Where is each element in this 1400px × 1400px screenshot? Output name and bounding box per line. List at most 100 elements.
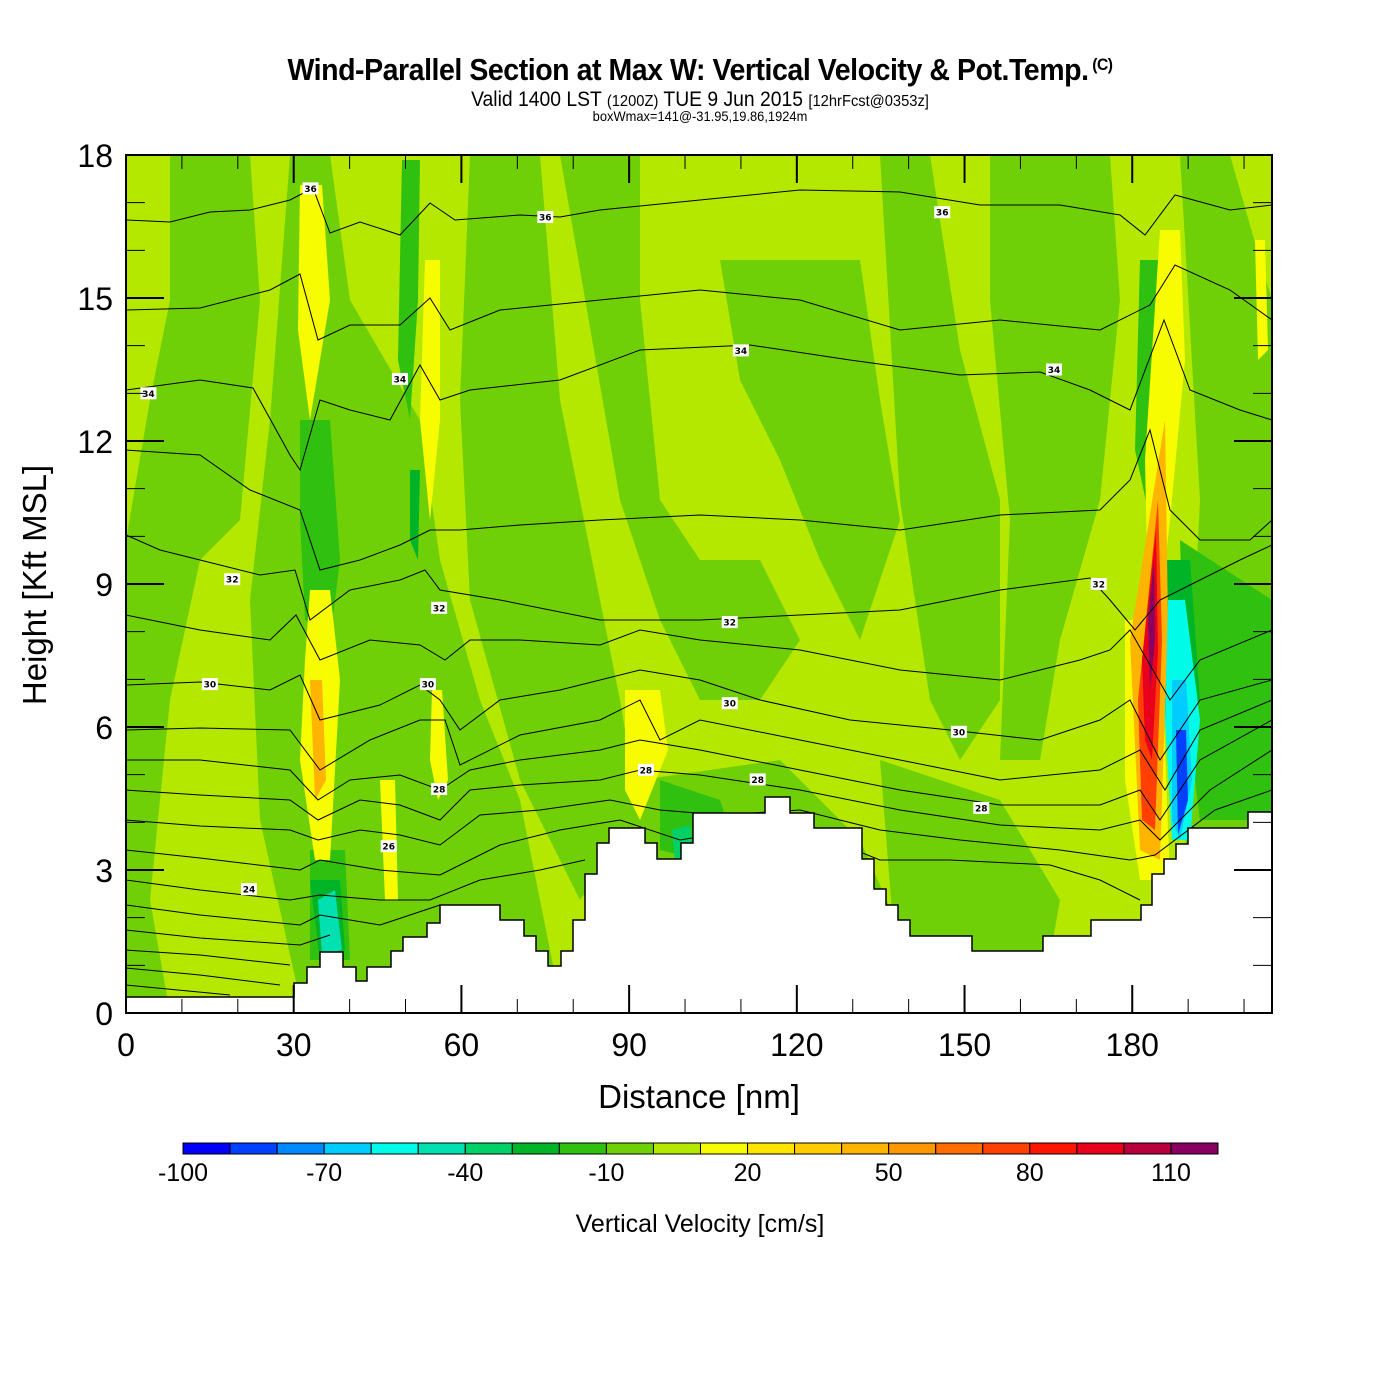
strong-updraft-region: [310, 680, 326, 800]
contour-label-text: 28: [640, 766, 653, 776]
colorbar-swatch: [1123, 1142, 1172, 1155]
isentrope-line: [126, 967, 281, 986]
contour-label-text: 34: [394, 376, 407, 386]
colorbar-tick-label: -10: [588, 1159, 624, 1187]
valid-time: Valid 1400 LST: [471, 88, 602, 111]
updraft-region: [1255, 240, 1268, 360]
isentrope-line: [126, 949, 291, 966]
contour-label: 28: [637, 763, 654, 776]
x-tick-label: 30: [276, 1027, 312, 1063]
contour-label-text: 28: [433, 786, 446, 796]
contour-label-box: [721, 616, 738, 629]
contour-label: 32: [224, 573, 241, 586]
colorbar-swatch: [1029, 1142, 1078, 1155]
y-axis-title: Height [Kft MSL]: [16, 465, 53, 705]
contour-label: 30: [721, 697, 738, 710]
contour-label: 30: [419, 678, 436, 691]
contour-label-box: [637, 763, 654, 776]
colorbar-tick-label: -100: [158, 1159, 208, 1187]
contour-label: 34: [1046, 363, 1062, 376]
moderate-downdraft-region: [1180, 540, 1272, 820]
contour-label-text: 32: [1092, 581, 1105, 591]
moderate-downdraft-region: [398, 160, 420, 420]
y-tick-labels: 0 3 6 9 12 15 18: [77, 138, 113, 1032]
updraft-region: [420, 260, 440, 520]
contour-label: 34: [140, 387, 157, 400]
colorbar-swatch: [700, 1142, 749, 1155]
x-tick-labels: 0 30 60 90 120 150 180: [117, 1027, 1159, 1063]
weak-downdraft-region: [720, 260, 900, 640]
colorbar-swatch: [841, 1142, 890, 1155]
contour-label-text: 32: [433, 604, 446, 614]
contour-label-text: 34: [142, 390, 155, 400]
valid-date: TUE 9 Jun 2015: [663, 88, 804, 111]
contour-label: 34: [732, 344, 749, 357]
weak-downdraft-region: [126, 155, 260, 1013]
contour-label-box: [1090, 578, 1107, 590]
y-tick-label: 15: [77, 281, 113, 317]
isentrope-line: [126, 614, 1272, 701]
colorbar-swatch: [276, 1142, 325, 1155]
colorbar-swatch: [888, 1142, 937, 1155]
downdraft-region: [410, 470, 420, 560]
colorbar-tick-label: 50: [875, 1159, 903, 1187]
contour-label: 28: [431, 783, 448, 796]
isentrope-line: [126, 318, 1272, 472]
contour-labels: 36 36 36 34 34 34 34 32 32 32 32 30 30 30 30 28 28 28 28 26…: [140, 182, 1107, 896]
contour-label-box: [241, 883, 257, 896]
colorbar-tick-label: 80: [1016, 1159, 1044, 1187]
contour-label-text: 30: [723, 700, 736, 710]
isentrope-line: [126, 749, 1272, 841]
contour-label-box: [431, 601, 448, 614]
colorbar-tick-label: -70: [306, 1159, 342, 1187]
y-tick-label: 9: [95, 567, 113, 603]
copyright-mark: (C): [1092, 55, 1113, 74]
colorbar-tick-label: 110: [1151, 1159, 1191, 1187]
contour-label-box: [950, 725, 967, 738]
colorbar-swatch: [794, 1142, 843, 1155]
colorbar-swatch: [229, 1142, 278, 1155]
y-tick-label: 12: [77, 424, 113, 460]
contour-label-text: 36: [539, 214, 552, 224]
contour-label-box: [140, 387, 157, 400]
contour-label: 32: [1090, 578, 1107, 591]
isentrope-line: [126, 929, 331, 946]
colorbar-swatch: [605, 1142, 654, 1155]
y-tick-label: 6: [95, 710, 113, 746]
contour-label-text: 34: [735, 347, 748, 357]
x-tick-label: 150: [938, 1027, 991, 1063]
colorbar-swatch: [982, 1142, 1031, 1155]
x-tick-label: 60: [444, 1027, 480, 1063]
colorbar-tick-label: -40: [447, 1159, 483, 1187]
contour-label-box: [1046, 363, 1062, 376]
x-tick-label: 0: [117, 1027, 135, 1063]
contour-label-box: [934, 206, 951, 219]
contour-label-box: [201, 678, 218, 691]
colorbar-swatch: [511, 1142, 560, 1155]
colorbar-swatch: [1170, 1142, 1219, 1155]
updraft-region: [298, 185, 330, 420]
x-tick-label: 120: [770, 1027, 823, 1063]
colorbar-swatch: [935, 1142, 984, 1155]
weak-downdraft-region: [990, 155, 1120, 760]
terrain-mask: [125, 796, 1273, 1014]
contour-label-text: 32: [226, 576, 239, 586]
isentrope-line: [126, 264, 1272, 341]
colorbar-swatch: [558, 1142, 607, 1155]
weak-downdraft-region: [460, 155, 640, 900]
contour-label-box: [431, 783, 448, 795]
contour-label-box: [749, 773, 766, 786]
contour-label: 28: [973, 802, 990, 815]
colorbar-labels: -100 -70 -40 -10 20 50 80 110: [158, 1159, 1191, 1187]
chart-title: Wind-Parallel Section at Max W: Vertical…: [56, 52, 1344, 88]
contour-label: 30: [950, 725, 967, 738]
max-updraft-peak: [1148, 560, 1155, 690]
contour-label-text: 30: [422, 681, 435, 691]
contour-label-box: [302, 182, 319, 195]
contour-label-box: [380, 840, 397, 853]
contour-label: 36: [537, 211, 554, 224]
x-tick-label: 180: [1106, 1027, 1159, 1063]
isentrope-line: [126, 904, 441, 926]
contour-label: 26: [380, 840, 397, 853]
isentrope-line: [126, 669, 1272, 761]
